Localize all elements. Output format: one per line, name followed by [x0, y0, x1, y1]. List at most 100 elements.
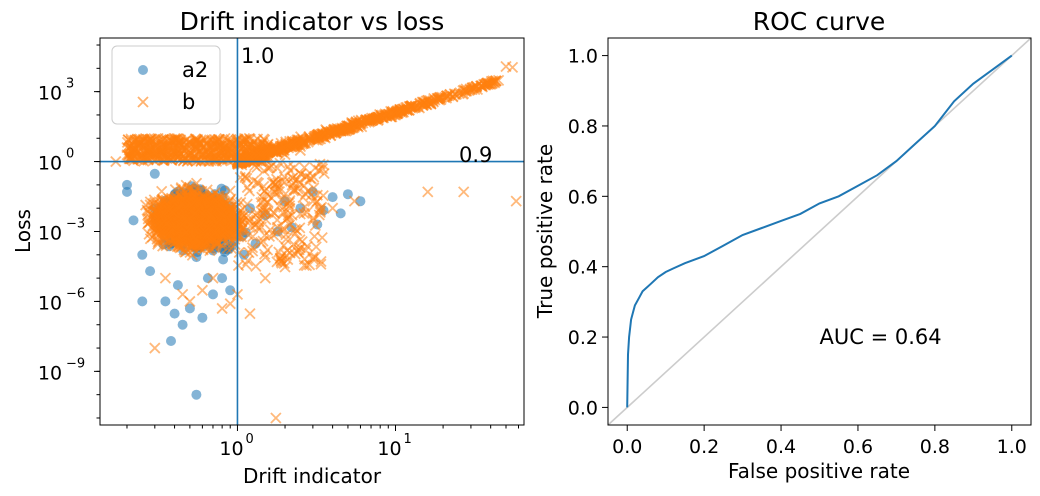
scatter-point-b	[250, 149, 262, 162]
scatter-point-a2	[145, 266, 156, 277]
scatter-point-b	[274, 252, 286, 265]
scatter-point-b	[144, 233, 157, 245]
scatter-point-b	[257, 208, 270, 220]
scatter-point-b	[458, 186, 470, 198]
scatter-point-b	[280, 249, 293, 262]
scatter-point-b	[188, 184, 200, 196]
scatter-point-b	[272, 144, 285, 157]
scatter-point-b	[288, 177, 300, 189]
scatter-point-b	[469, 83, 481, 96]
scatter-point-a2	[160, 296, 171, 307]
roc-curve-chart: ROC curve 0.0 0.2 0.4 0.6 0.8 1.0 0.00.20.40.…	[533, 7, 1032, 483]
scatter-point-b	[270, 412, 282, 424]
scatter-point-b	[276, 223, 289, 235]
scatter-point-b	[490, 75, 502, 87]
roc-x-tick-label: 0.8	[920, 436, 950, 458]
scatter-point-b	[263, 230, 276, 242]
y-tick-exponent: −3	[66, 217, 85, 232]
scatter-point-a2	[169, 308, 180, 319]
drift-vs-loss-chart: Drift indicator vs loss 10 0 10 1 10 −910 −61…	[11, 7, 525, 488]
roc-y-tick-label: 0.8	[568, 116, 598, 138]
x-tick-label: 10	[377, 438, 401, 460]
scatter-point-b	[144, 134, 156, 146]
vertical-line-label: 1.0	[241, 44, 274, 68]
roc-y-tick-label: 0.0	[568, 397, 598, 419]
scatter-point-b	[342, 119, 355, 132]
scatter-point-b	[348, 195, 361, 207]
scatter-point-b	[460, 83, 472, 95]
scatter-point-b	[278, 141, 290, 153]
scatter-point-b	[308, 182, 320, 194]
scatter-point-b	[280, 233, 292, 245]
scatter-point-b	[196, 284, 209, 296]
scatter-point-b	[216, 302, 228, 315]
scatter-point-b	[248, 219, 261, 231]
scatter-point-a2	[202, 273, 213, 284]
scatter-point-b	[166, 134, 178, 146]
scatter-point-b	[270, 186, 282, 198]
scatter-point-b	[299, 201, 311, 213]
scatter-point-b	[422, 186, 434, 198]
scatter-point-b	[145, 136, 157, 148]
scatter-point-b	[221, 211, 233, 224]
scatter-point-b	[294, 234, 306, 246]
scatter-point-a2	[128, 215, 139, 226]
scatter-point-b	[225, 242, 238, 255]
y-tick-exponent: 3	[66, 77, 74, 92]
scatter-point-a2	[122, 179, 132, 190]
left-x-axis-label: Drift indicator	[243, 464, 382, 488]
scatter-point-a2	[218, 254, 229, 265]
scatter-point-b	[271, 214, 283, 226]
scatter-point-b	[289, 223, 302, 236]
scatter-point-b	[130, 147, 142, 159]
scatter-point-b	[160, 194, 173, 206]
scatter-point-b	[243, 185, 256, 197]
scatter-point-b	[258, 248, 271, 260]
scatter-point-b	[323, 126, 335, 138]
horizontal-line-label: 0.9	[459, 143, 492, 167]
scatter-point-b	[190, 140, 202, 152]
scatter-point-b	[295, 168, 307, 180]
scatter-point-b	[307, 253, 319, 265]
scatter-point-b	[250, 260, 262, 272]
right-y-axis-label: True positive rate	[533, 144, 557, 319]
scatter-point-b	[297, 191, 309, 204]
scatter-point-b	[244, 307, 256, 320]
scatter-point-b	[255, 221, 267, 233]
roc-x-tick-label: 0.0	[612, 436, 642, 458]
scatter-point-a2	[225, 285, 236, 296]
scatter-point-b	[247, 245, 259, 257]
legend-label-a2: a2	[182, 58, 208, 82]
scatter-point-b	[280, 229, 292, 241]
y-tick-label: 10	[38, 223, 62, 245]
scatter-point-b	[185, 199, 197, 211]
scatter-point-b	[272, 177, 284, 189]
left-chart-title: Drift indicator vs loss	[180, 7, 445, 36]
y-tick-exponent: −9	[66, 356, 85, 371]
legend: a2 b	[111, 45, 221, 125]
scatter-point-b	[510, 195, 522, 207]
scatter-point-b	[283, 196, 296, 209]
scatter-point-b	[307, 212, 319, 224]
x-tick-exponent: 0	[245, 432, 253, 447]
scatter-point-b	[159, 231, 171, 243]
scatter-point-b	[319, 132, 331, 144]
scatter-point-b	[432, 93, 444, 105]
scatter-point-b	[233, 246, 245, 259]
left-x-ticks: 10 0 10 1	[126, 425, 520, 460]
scatter-point-b	[173, 241, 185, 253]
scatter-point-b	[169, 134, 181, 146]
scatter-point-b	[259, 272, 271, 284]
scatter-point-a2	[184, 303, 195, 314]
scatter-point-b	[225, 137, 237, 149]
scatter-point-b	[271, 227, 283, 239]
scatter-point-b	[315, 255, 327, 268]
scatter-point-b	[342, 121, 355, 133]
scatter-point-a2	[177, 319, 188, 330]
legend-label-b: b	[182, 90, 195, 114]
roc-lines	[607, 37, 1032, 426]
scatter-point-a2	[137, 249, 148, 260]
scatter-point-b	[213, 136, 226, 148]
